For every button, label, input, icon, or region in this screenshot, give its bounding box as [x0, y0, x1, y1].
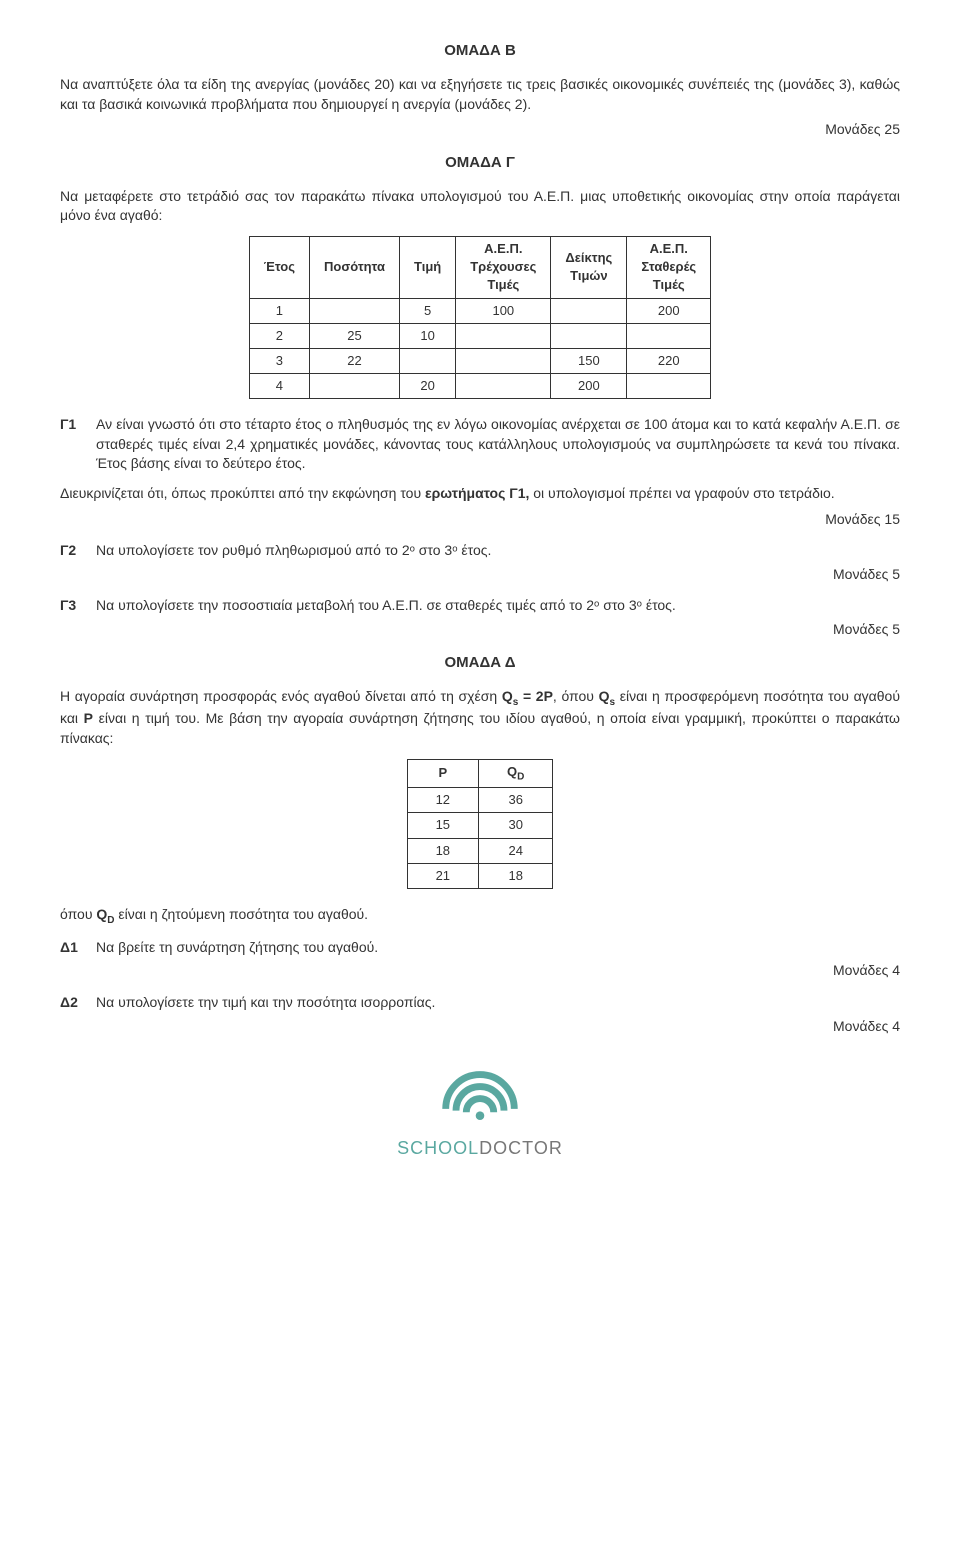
table-row: 4 20 200: [249, 374, 710, 399]
d-footer-b: είναι η ζητούμενη ποσότητα του αγαθού.: [115, 906, 369, 922]
table-cell: 3: [249, 348, 309, 373]
g2-label: Γ2: [60, 541, 96, 561]
group-c-table: Έτος Ποσότητα Τιμή Α.Ε.Π.ΤρέχουσεςΤιμές …: [249, 236, 711, 399]
g1-points: Μονάδες 15: [60, 510, 900, 530]
clarif-a: Διευκρινίζεται ότι, όπως προκύπτει από τ…: [60, 485, 425, 501]
d-footer-a: όπου: [60, 906, 96, 922]
th-index: ΔείκτηςΤιμών: [551, 236, 627, 298]
table-cell: 24: [479, 838, 553, 863]
logo-text-1: SCHOOL: [397, 1138, 479, 1158]
d2-label: Δ2: [60, 993, 96, 1013]
table-cell: 200: [627, 298, 711, 323]
d1-label: Δ1: [60, 938, 96, 958]
g3-points: Μονάδες 5: [60, 620, 900, 640]
g1-text: Αν είναι γνωστό ότι στο τέταρτο έτος ο π…: [96, 415, 900, 474]
table-row: 1530: [407, 813, 553, 838]
table-row: 322 150220: [249, 348, 710, 373]
g3-label: Γ3: [60, 596, 96, 616]
table-cell: [551, 298, 627, 323]
d2-text: Να υπολογίσετε την τιμή και την ποσότητα…: [96, 993, 900, 1013]
th-p: P: [407, 759, 478, 788]
table-cell: 12: [407, 788, 478, 813]
d-intro-b: , όπου: [553, 688, 599, 704]
d-intro-qs: Qs: [599, 688, 615, 704]
g2-points: Μονάδες 5: [60, 565, 900, 585]
table-cell: 25: [310, 323, 400, 348]
table-cell: 10: [400, 323, 456, 348]
table-cell: 150: [551, 348, 627, 373]
logo-text-2: DOCTOR: [479, 1138, 563, 1158]
g2-text: Να υπολογίσετε τον ρυθμό πληθωρισμού από…: [96, 541, 900, 561]
d-intro-eq: Qs = 2P: [502, 688, 553, 704]
clarif-bold: ερωτήματος Γ1,: [425, 485, 529, 501]
group-b-points: Μονάδες 25: [60, 120, 900, 140]
table-cell: [400, 348, 456, 373]
table-row: 1236: [407, 788, 553, 813]
group-d-title: ΟΜΑΔΑ Δ: [60, 652, 900, 673]
table-cell: 4: [249, 374, 309, 399]
table-row: 2118: [407, 863, 553, 888]
table-cell: 200: [551, 374, 627, 399]
table-cell: [456, 323, 551, 348]
d-intro-a: Η αγοραία συνάρτηση προσφοράς ενός αγαθο…: [60, 688, 502, 704]
table-cell: 100: [456, 298, 551, 323]
th-qd: QD: [479, 759, 553, 788]
table-cell: [310, 298, 400, 323]
group-b-text: Να αναπτύξετε όλα τα είδη της ανεργίας (…: [60, 75, 900, 114]
table-cell: 21: [407, 863, 478, 888]
table-cell: [627, 323, 711, 348]
th-price: Τιμή: [400, 236, 456, 298]
g3-text: Να υπολογίσετε την ποσοστιαία μεταβολή τ…: [96, 596, 900, 616]
table-cell: [551, 323, 627, 348]
logo: SCHOOLDOCTOR: [60, 1066, 900, 1161]
d-intro-d: είναι η τιμή του. Με βάση την αγοραία συ…: [60, 710, 900, 746]
logo-arcs-icon: [435, 1066, 525, 1126]
d1-text: Να βρείτε τη συνάρτηση ζήτησης του αγαθο…: [96, 938, 900, 958]
table-cell: [456, 374, 551, 399]
table-cell: [456, 348, 551, 373]
table-cell: 36: [479, 788, 553, 813]
table-cell: 220: [627, 348, 711, 373]
logo-text: SCHOOLDOCTOR: [60, 1136, 900, 1161]
table-cell: 18: [479, 863, 553, 888]
group-b-title: ΟΜΑΔΑ Β: [60, 40, 900, 61]
table-row: 1824: [407, 838, 553, 863]
group-c-clarification: Διευκρινίζεται ότι, όπως προκύπτει από τ…: [60, 484, 900, 504]
table-cell: 22: [310, 348, 400, 373]
group-d-footer: όπου QD είναι η ζητούμενη ποσότητα του α…: [60, 905, 900, 928]
table-cell: 5: [400, 298, 456, 323]
d-intro-p: P: [84, 710, 93, 726]
group-d-tbody: 1236153018242118: [407, 788, 553, 889]
group-c-tbody: 1510020022510322150220420200: [249, 298, 710, 399]
d-footer-qd: QD: [96, 906, 114, 922]
th-qty: Ποσότητα: [310, 236, 400, 298]
table-cell: 2: [249, 323, 309, 348]
table-row: 22510: [249, 323, 710, 348]
table-row: 1 5100 200: [249, 298, 710, 323]
clarif-b: οι υπολογισμοί πρέπει να γραφούν στο τετ…: [529, 485, 834, 501]
d2-points: Μονάδες 4: [60, 1017, 900, 1037]
g1-label: Γ1: [60, 415, 96, 435]
group-d-intro: Η αγοραία συνάρτηση προσφοράς ενός αγαθο…: [60, 687, 900, 749]
table-cell: [310, 374, 400, 399]
th-current: Α.Ε.Π.ΤρέχουσεςΤιμές: [456, 236, 551, 298]
table-cell: 30: [479, 813, 553, 838]
d1-points: Μονάδες 4: [60, 961, 900, 981]
group-c-intro: Να μεταφέρετε στο τετράδιό σας τον παρακ…: [60, 187, 900, 226]
table-cell: 18: [407, 838, 478, 863]
th-constant: Α.Ε.Π.ΣταθερέςΤιμές: [627, 236, 711, 298]
table-cell: 20: [400, 374, 456, 399]
table-cell: 15: [407, 813, 478, 838]
group-d-table: P QD 1236153018242118: [407, 759, 554, 889]
table-cell: [627, 374, 711, 399]
th-year: Έτος: [249, 236, 309, 298]
group-c-title: ΟΜΑΔΑ Γ: [60, 152, 900, 173]
table-cell: 1: [249, 298, 309, 323]
